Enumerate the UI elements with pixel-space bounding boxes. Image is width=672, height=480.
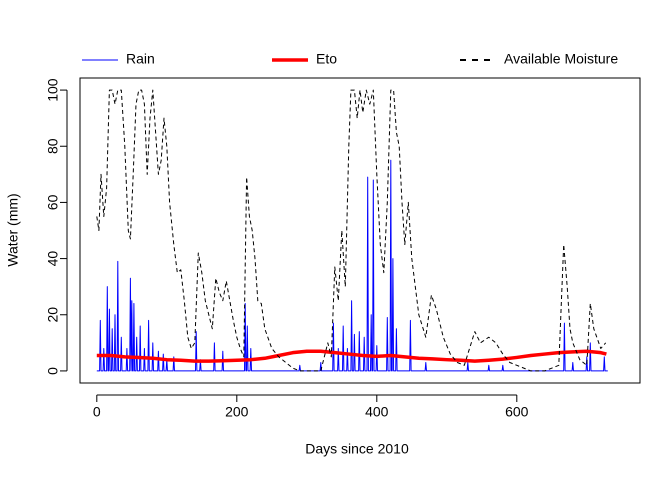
legend-label: Available Moisture [504,51,618,67]
y-tick-label: 80 [45,138,61,154]
x-tick-label: 600 [505,404,529,420]
series-line [96,349,607,363]
y-tick-label: 60 [45,194,61,210]
x-tick-label: 400 [365,404,389,420]
series-line [96,89,607,372]
legend-label: Rain [126,51,155,67]
y-tick-label: 100 [45,78,61,102]
y-axis-title: Water (mm) [5,193,21,266]
y-tick-label: 40 [45,251,61,267]
x-tick-label: 200 [225,404,249,420]
legend-label: Eto [316,51,337,67]
plot-box [79,77,641,384]
x-tick-label: 0 [93,404,101,420]
x-axis-title: Days since 2010 [305,441,409,457]
series-line [96,159,608,372]
y-tick-label: 20 [45,307,61,323]
y-tick-label: 0 [45,367,61,375]
